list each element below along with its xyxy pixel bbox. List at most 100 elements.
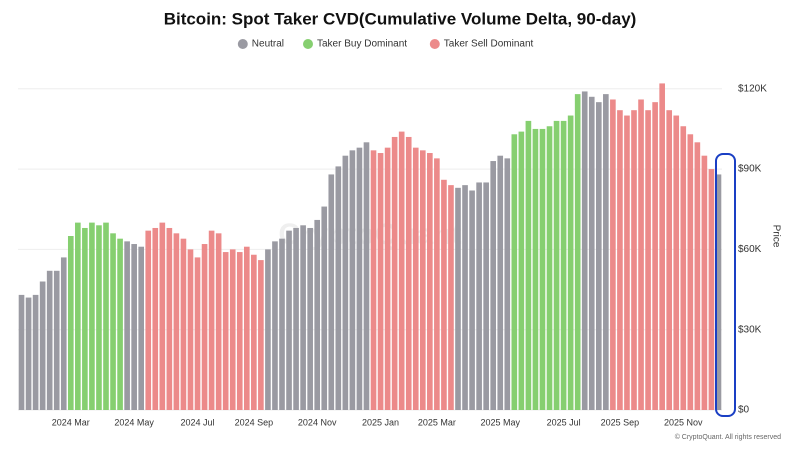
legend-marker	[429, 39, 440, 49]
bar	[581, 91, 588, 410]
x-tick-label: 2024 May	[114, 417, 154, 427]
bar	[652, 102, 658, 411]
bar	[194, 257, 201, 410]
bar	[532, 128, 539, 410]
bar	[96, 225, 102, 410]
y-tick-label: $60K	[738, 244, 762, 255]
bar	[152, 227, 159, 410]
bar	[448, 185, 454, 410]
bar	[356, 147, 363, 410]
bar	[39, 281, 46, 410]
legend-marker	[237, 39, 248, 49]
x-tick-label: 2025 Nov	[664, 417, 703, 427]
bar	[18, 294, 25, 410]
bar	[666, 110, 673, 410]
y-tick-label: $90K	[738, 164, 762, 175]
bar	[434, 158, 440, 410]
bar	[222, 252, 229, 410]
bar	[258, 260, 264, 410]
bar	[617, 110, 623, 410]
bar	[180, 238, 187, 410]
bar	[405, 136, 412, 410]
copyright: © CryptoQuant. All rights reserved	[675, 433, 781, 441]
x-tick-label: 2025 Jan	[362, 417, 399, 427]
bar	[610, 99, 616, 410]
bar	[201, 244, 208, 410]
bar	[75, 222, 81, 410]
bar	[504, 158, 511, 410]
bar	[208, 230, 215, 410]
bar	[398, 131, 405, 410]
bar	[229, 249, 236, 410]
x-tick-label: 2024 Nov	[298, 417, 337, 427]
bar	[715, 174, 722, 410]
bar	[539, 128, 546, 410]
legend-label: Taker Buy Dominant	[317, 39, 407, 50]
bar	[67, 236, 74, 410]
bar	[187, 249, 194, 410]
bar	[391, 136, 398, 410]
bar	[645, 110, 651, 410]
bar	[53, 270, 60, 410]
bar	[638, 99, 644, 410]
bar	[251, 254, 257, 410]
bar	[32, 294, 39, 410]
bar	[588, 96, 595, 411]
bar	[363, 142, 370, 411]
x-tick-label: 2024 Jul	[181, 417, 215, 427]
bar	[314, 219, 321, 410]
bar	[441, 179, 447, 410]
bar	[469, 190, 475, 410]
bar	[25, 297, 32, 410]
bar	[272, 241, 278, 410]
bar	[166, 227, 173, 410]
highlight-box	[715, 153, 736, 417]
bar	[131, 244, 137, 410]
bar	[708, 169, 715, 410]
x-tick-label: 2025 Mar	[418, 417, 456, 427]
bar	[60, 257, 67, 410]
bar	[173, 233, 180, 410]
bar	[525, 120, 532, 411]
bar	[603, 94, 609, 410]
bar	[293, 227, 299, 410]
bar	[680, 126, 687, 410]
legend: Neutral Taker Buy Dominant Taker Sell Domi…	[237, 39, 534, 50]
x-tick-label: 2025 Sep	[601, 417, 640, 427]
chart-title: Bitcoin: Spot Taker CVD(Cumulative Volum…	[164, 9, 637, 28]
bar	[553, 120, 560, 411]
bar	[286, 230, 292, 410]
bar	[321, 206, 328, 410]
bar	[384, 147, 391, 410]
y-tick-label: $0	[738, 405, 750, 416]
bar	[117, 238, 123, 410]
plot-area: $0 $30K $60K $90K $120K 2024 Mar 2024 May 2024 …	[18, 83, 767, 427]
bar	[624, 115, 630, 411]
bar	[279, 238, 285, 410]
bar	[483, 182, 489, 410]
bar	[265, 249, 271, 410]
bar	[215, 233, 222, 410]
bar	[511, 134, 518, 410]
bar	[462, 185, 468, 410]
bar	[490, 161, 497, 410]
bar	[46, 270, 53, 410]
x-tick-label: 2025 May	[480, 417, 520, 427]
bar	[243, 246, 250, 410]
bar	[427, 153, 433, 410]
bar	[89, 222, 95, 410]
legend-label: Taker Sell Dominant	[444, 39, 534, 50]
bar	[673, 115, 680, 411]
bar	[595, 102, 602, 411]
bar	[145, 230, 152, 410]
bar	[110, 233, 116, 410]
bar	[124, 241, 130, 410]
bar	[455, 187, 461, 410]
bar	[546, 126, 553, 410]
bar	[349, 150, 356, 411]
y-tick-label: $30K	[738, 324, 762, 335]
bar	[659, 83, 665, 411]
bar	[300, 225, 306, 410]
bar	[518, 131, 525, 410]
